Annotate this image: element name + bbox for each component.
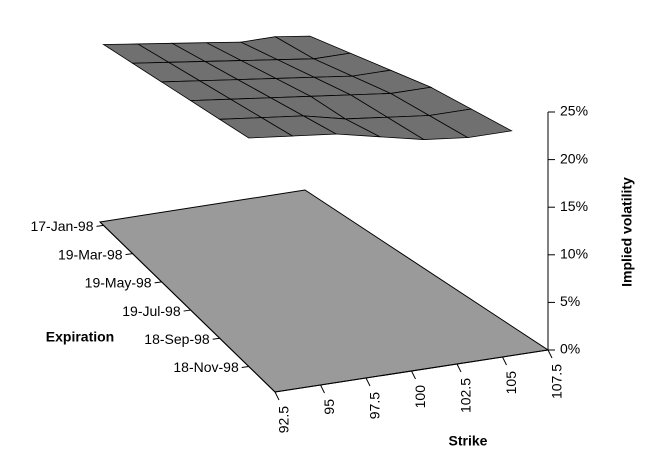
x-tick <box>274 391 280 401</box>
x-tick-label: 95 <box>321 399 337 415</box>
x-tick-label: 102.5 <box>458 378 474 413</box>
x-axis-title: Strike <box>449 433 488 449</box>
y-axis-title: Expiration <box>46 329 114 345</box>
y-tick <box>96 224 104 227</box>
surface-facet <box>428 108 513 139</box>
y-tick <box>154 281 162 284</box>
y-tick-label: 18-Sep-98 <box>144 331 210 347</box>
z-axis-title: Implied volatility <box>619 177 635 287</box>
x-tick-label: 107.5 <box>549 364 565 399</box>
x-tick <box>411 370 416 380</box>
z-tick-label: 0% <box>560 341 580 357</box>
x-tick-label: 100 <box>412 385 428 409</box>
z-tick-label: 25% <box>560 103 588 119</box>
y-tick-label: 17-Jan-98 <box>30 218 93 234</box>
z-tick-label: 20% <box>560 150 588 166</box>
y-tick-label: 19-May-98 <box>85 275 152 291</box>
z-tick-label: 15% <box>560 198 588 214</box>
x-tick-label: 97.5 <box>367 392 383 419</box>
base-plane <box>98 189 550 393</box>
z-tick-label: 5% <box>560 293 580 309</box>
z-tick-label: 10% <box>560 246 588 262</box>
y-tick-label: 19-Mar-98 <box>58 246 123 262</box>
x-tick <box>456 363 462 373</box>
x-tick <box>547 349 553 359</box>
y-tick-label: 18-Nov-98 <box>173 359 239 375</box>
y-tick <box>125 253 133 256</box>
x-tick <box>502 356 507 366</box>
x-tick <box>365 377 371 387</box>
y-tick <box>212 337 220 340</box>
y-tick <box>183 309 191 312</box>
y-axis <box>99 221 276 393</box>
x-tick-label: 105 <box>503 371 519 395</box>
x-tick-label: 92.5 <box>276 406 292 433</box>
y-tick <box>241 366 249 368</box>
x-tick <box>320 384 325 394</box>
y-tick-label: 19-Jul-98 <box>122 303 181 319</box>
